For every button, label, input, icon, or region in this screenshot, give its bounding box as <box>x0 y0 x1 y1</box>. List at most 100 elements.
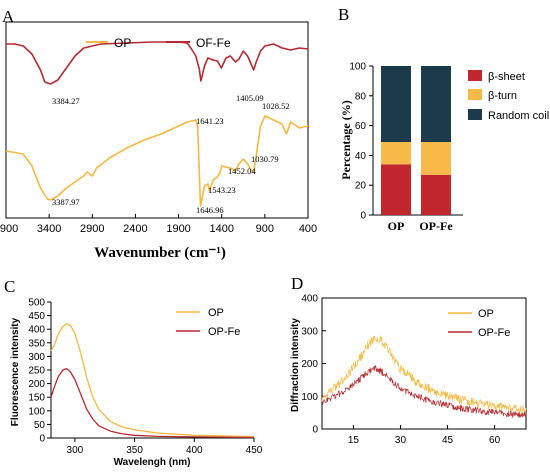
panel-a-x-tick-label-3900: 3900 <box>0 223 18 235</box>
panel-b-y-tick-label-0: 0 <box>360 211 366 222</box>
panel-c-series <box>50 323 255 439</box>
legend-label-opfe: OP-Fe <box>478 327 510 339</box>
panel-a-x-tick-label-900: 900 <box>256 223 274 235</box>
panel-b-y-tick-label-80: 80 <box>355 91 367 102</box>
annotation-1452: 1452.04 <box>228 166 256 176</box>
panel-b-bars <box>381 66 451 215</box>
panel-c-y-tick-label-500: 500 <box>28 298 45 309</box>
bar-op-fe-beta-turn <box>421 141 451 175</box>
annotation-1030: 1030.79 <box>251 154 279 164</box>
panel-b-legend: β-sheet β-turn Random coil <box>468 70 549 122</box>
annotation-1641: 1641.23 <box>196 116 224 126</box>
panel-c-x-axis: 300 350 400 450 <box>67 438 263 456</box>
legend-label-opfe: OP-Fe <box>208 326 240 338</box>
panel-label-a: A <box>2 7 15 26</box>
panel-label-d: D <box>291 274 303 293</box>
panel-c-y-tick-label-150: 150 <box>28 393 45 404</box>
panel-c-line-op <box>50 323 255 438</box>
panel-a-x-tick-label-3400: 3400 <box>37 223 61 235</box>
panel-a-ftir-chart: 3900 3400 2900 2400 1900 1400 900 400 Wavenumbe… <box>0 21 317 261</box>
legend-label-beta-turn: β-turn <box>488 90 517 102</box>
panel-a-x-tick-label-1400: 1400 <box>209 223 233 235</box>
panel-a-frame <box>5 21 309 219</box>
legend-label-op: OP <box>208 307 224 319</box>
panel-label-b: B <box>338 5 349 24</box>
panel-b-y-tick-label-60: 60 <box>355 121 367 132</box>
panel-c-y-axis-label: Fluorescence intensity <box>10 317 21 426</box>
panel-c-y-tick-label-250: 250 <box>28 366 45 377</box>
panel-a-line-opfe <box>6 41 309 85</box>
panel-c-y-tick-label-400: 400 <box>28 325 45 336</box>
annotation-3387: 3387.97 <box>52 197 80 207</box>
legend-label-beta-sheet: β-sheet <box>488 71 525 83</box>
panel-d-series <box>321 335 527 418</box>
panel-d-x-tick-label-45: 45 <box>442 435 454 446</box>
panel-d-y-axis-label: Diffraction intensity <box>290 318 301 412</box>
panel-c-y-tick-label-450: 450 <box>28 311 45 322</box>
panel-d-legend: OP OP-Fe <box>448 308 510 339</box>
legend-label-op: OP <box>114 36 131 50</box>
panel-a-line-op <box>5 115 309 207</box>
panel-d-line-opfe <box>321 365 527 418</box>
panel-a-series <box>5 41 309 207</box>
panel-b-x-axis: OP OP-Fe <box>388 219 454 233</box>
legend-swatch-beta-turn <box>468 89 482 100</box>
panel-a-legend: OP OF-Fe <box>86 36 231 50</box>
legend-swatch-beta-sheet <box>468 70 482 81</box>
bar-op-random-coil <box>381 66 411 142</box>
panel-d-y-tick-label-300: 300 <box>301 326 318 337</box>
panel-d-x-tick-label-30: 30 <box>395 435 407 446</box>
annotation-1543: 1543.23 <box>208 185 236 195</box>
panel-b-category-label-op: OP <box>388 219 405 233</box>
panel-c-y-tick-label-100: 100 <box>28 406 45 417</box>
panel-d-xrd-chart: 0 100 200 300 400 15 30 45 60 Diffraction inten… <box>290 294 527 446</box>
panel-d-x-axis: 15 30 45 60 <box>348 425 501 446</box>
panel-b-category-label-op-fe: OP-Fe <box>419 219 453 233</box>
legend-label-random-coil: Random coil <box>488 110 549 122</box>
panel-b-y-tick-label-40: 40 <box>355 151 367 162</box>
legend-label-opfe: OF-Fe <box>196 36 231 50</box>
panel-c-line-opfe <box>50 367 255 439</box>
annotation-3384: 3384.27 <box>52 96 80 106</box>
panel-label-c: C <box>4 277 15 296</box>
panel-c-legend: OP OP-Fe <box>176 307 240 338</box>
panel-d-x-tick-label-15: 15 <box>348 435 360 446</box>
panel-a-x-tick-label-2900: 2900 <box>80 223 104 235</box>
panel-d-y-tick-label-100: 100 <box>301 392 318 403</box>
panel-c-x-tick-label-400: 400 <box>186 445 203 456</box>
annotation-1028: 1028.52 <box>262 101 290 111</box>
panel-c-y-tick-label-300: 300 <box>28 352 45 363</box>
bar-op-fe-random-coil <box>421 66 451 142</box>
legend-label-op: OP <box>478 308 494 320</box>
bar-op-fe-beta-sheet <box>421 174 451 215</box>
panel-c-y-axis: 0 50 100 150 200 250 300 350 400 450 500 <box>28 298 51 445</box>
legend-swatch-random-coil <box>468 109 482 120</box>
bar-op-beta-sheet <box>381 164 411 215</box>
panel-a-x-tick-label-1900: 1900 <box>166 223 190 235</box>
panel-a-x-axis-label: Wavenumber (cm⁻¹) <box>94 245 226 261</box>
panel-c-y-tick-label-350: 350 <box>28 338 45 349</box>
panel-d-y-tick-label-0: 0 <box>312 425 318 436</box>
panel-c-x-axis-label: Wavelengh (nm) <box>114 457 191 468</box>
panel-b-y-axis-label: Percentage (%) <box>339 100 353 179</box>
panel-d-x-tick-label-60: 60 <box>489 435 501 446</box>
annotation-1646: 1646.96 <box>196 205 224 215</box>
panel-c-y-tick-label-50: 50 <box>34 420 46 431</box>
panel-a-annotations: 3384.27 3387.97 1641.23 1405.09 1028.52 … <box>52 93 290 215</box>
panel-a-x-axis: 3900 3400 2900 2400 1900 1400 900 400 <box>0 214 317 235</box>
panel-a-x-tick-label-2400: 2400 <box>123 223 147 235</box>
panel-a-x-tick-label-400: 400 <box>299 223 317 235</box>
panel-d-y-tick-label-400: 400 <box>301 294 318 305</box>
bar-op-beta-turn <box>381 141 411 165</box>
panel-c-x-tick-label-450: 450 <box>246 445 263 456</box>
panel-c-y-tick-label-0: 0 <box>39 434 45 445</box>
annotation-1405: 1405.09 <box>236 93 264 103</box>
panel-d-line-op <box>321 335 527 415</box>
panel-b-structure-chart: 0 20 40 60 80 100 OP OP-Fe Percentage (%) β-sh… <box>339 62 549 234</box>
panel-c-x-tick-label-300: 300 <box>67 445 84 456</box>
panel-c-fluorescence-chart: 0 50 100 150 200 250 300 350 400 450 500 300 350 400… <box>10 298 263 469</box>
panel-b-y-tick-label-100: 100 <box>349 62 366 73</box>
panel-d-y-tick-label-200: 200 <box>301 359 318 370</box>
panel-b-y-axis: 0 20 40 60 80 100 <box>349 62 373 222</box>
panel-b-y-tick-label-20: 20 <box>355 181 367 192</box>
